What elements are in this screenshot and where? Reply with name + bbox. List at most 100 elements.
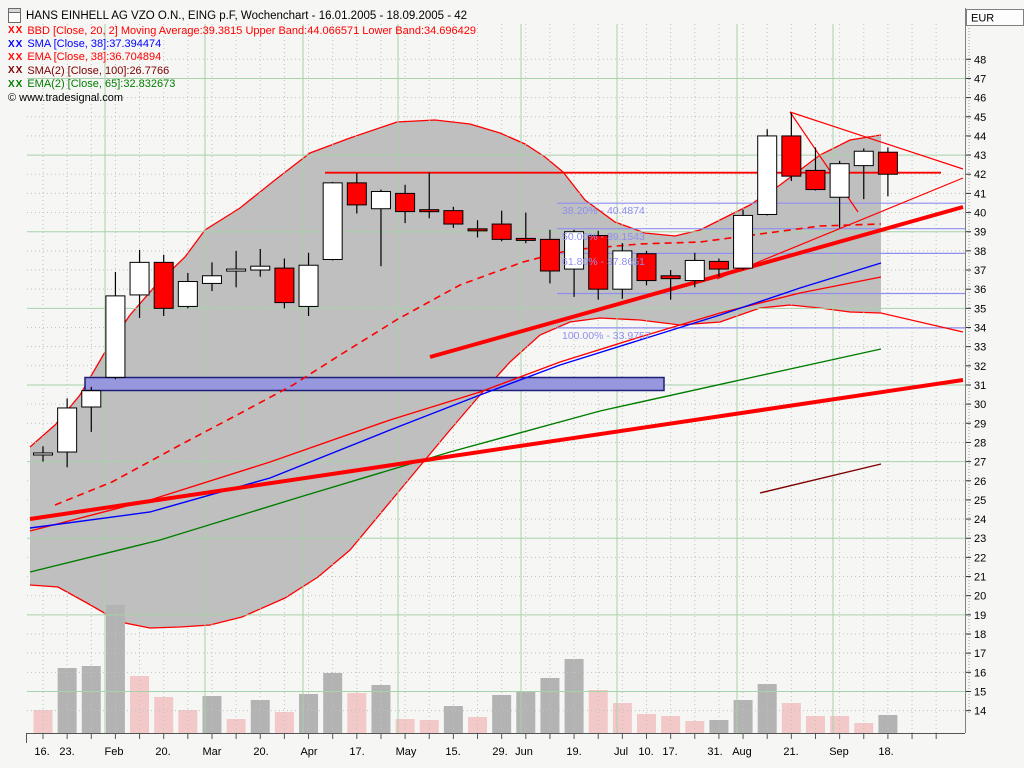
candle-body [201,275,222,284]
candle-body [588,235,609,290]
candle [636,250,657,286]
candle [81,386,102,432]
x-axis-tick-label: Apr [300,746,317,758]
y-axis-tick-label: 22 [974,552,986,564]
x-axis-tick-label: 23. [59,746,74,758]
triangle-upper [789,111,964,170]
candle-body [564,231,585,270]
y-axis-tick-label: 18 [974,629,986,641]
volume-bar [492,695,512,733]
y-axis-tick-label: 29 [974,418,986,430]
candle [612,243,633,299]
candle-body [395,192,416,213]
candle-body [805,169,826,191]
candle [153,254,174,317]
y-axis-tick-label: 42 [974,169,986,181]
bollinger-upper-border [29,119,882,448]
x-axis-tick-label: Sep [829,746,849,758]
candle-body [57,407,78,453]
candle [33,446,53,462]
candle-body [636,253,657,282]
trendline-shallow [29,378,964,521]
candle-body [177,281,198,307]
candle-body [660,275,681,280]
candle-body [443,210,464,225]
y-axis-tick-label: 35 [974,303,986,315]
candle-body [322,182,343,260]
axes [26,8,966,743]
candle [491,210,512,242]
x-axis-tick-label: 20. [253,746,268,758]
projection-low [880,312,964,333]
candle-body [298,264,319,307]
volume-bar [81,666,101,733]
candle-body [226,268,247,272]
candle-body [346,182,367,206]
y-axis-tick-label: 24 [974,514,986,526]
candle-body [153,261,174,309]
sma2-100 [759,463,882,494]
x-axis-tick-label: 20. [155,746,170,758]
volume-bar [443,706,463,733]
volume-bar [637,714,656,733]
y-axis-tick-label: 21 [974,572,986,584]
candle [419,172,440,219]
volume-bar [154,697,174,733]
candle [395,184,416,224]
candle-body [612,250,633,290]
y-axis-tick-label: 25 [974,495,986,507]
candle [877,147,898,197]
candle [708,258,729,277]
y-axis-tick-label: 14 [974,706,986,718]
trendline-steep [429,205,964,359]
y-axis-tick-label: 41 [974,188,986,200]
candle [781,112,802,181]
x-axis-tick-label: Mar [203,746,222,758]
candle [370,189,391,267]
y-axis-tick-label: 19 [974,610,986,622]
candle [684,252,705,288]
x-axis-tick-label: 10. [638,746,653,758]
y-axis-tick-label: 32 [974,361,986,373]
volume-bar [299,694,319,733]
y-axis-tick-label: 37 [974,265,986,277]
volume-bar [709,720,729,733]
sma-38 [29,262,882,529]
y-axis-tick-label: 16 [974,667,986,679]
candle-body [129,261,150,296]
y-axis-tick-label: 23 [974,533,986,545]
candle-body [33,452,53,456]
candle-body [757,135,778,215]
triangle-lower [716,177,964,280]
volume-bar [781,703,801,733]
x-axis-tick-label: Jul [614,746,628,758]
volume-bar [685,721,705,733]
x-axis-tick-label: Aug [732,746,752,758]
y-axis-tick-label: 48 [974,54,986,66]
y-axis-unit-label: EUR [971,13,994,25]
y-axis-tick-label: 20 [974,591,986,603]
candle [57,398,78,468]
candle-body [539,238,560,272]
volume-bar [33,710,53,733]
volume-bar [178,710,198,733]
bollinger-band-area [30,120,881,628]
candle-body [467,228,488,232]
x-axis-tick-label: 17. [349,746,364,758]
candle-body [877,151,898,175]
candle [250,248,271,277]
y-axis-tick-label: 36 [974,284,986,296]
volume-bar [274,712,294,733]
x-axis-tick-label: Feb [105,746,124,758]
bollinger-band [29,119,882,629]
y-axis-tick-label: 45 [974,112,986,124]
y-axis: EUR 14 15 16 17 18 19 20 21 22 23 24 25 26 27 28 29 30 31 3… [966,9,1024,718]
volume-pane [33,605,898,733]
candle [177,272,198,309]
candle-body [491,223,512,240]
y-axis-tick-label: 46 [974,93,986,105]
candle [346,173,367,214]
candle [829,160,850,228]
